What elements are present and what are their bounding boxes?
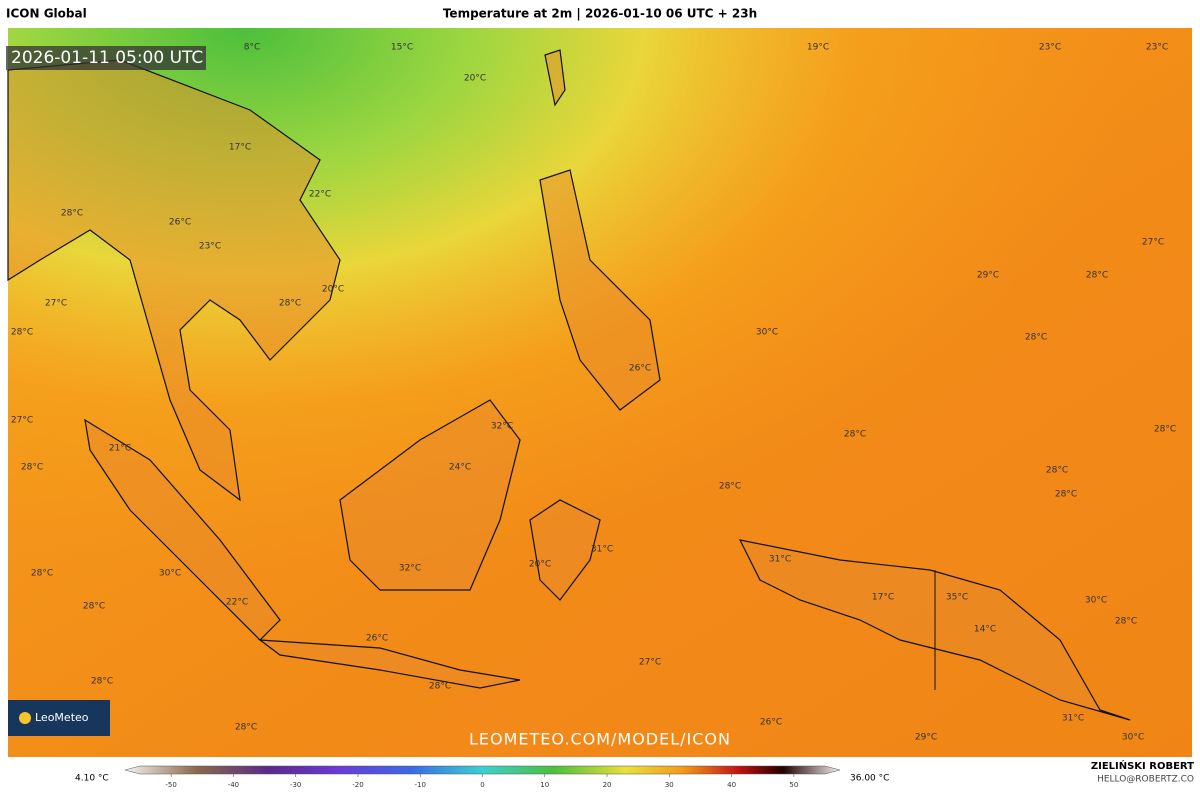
logo-text: LeoMeteo	[35, 711, 89, 724]
valid-time: 2026-01-11 05:00 UTC	[11, 48, 203, 68]
temperature-label: 30°C	[159, 569, 181, 579]
temperature-label: 24°C	[449, 463, 471, 473]
temperature-label: 22°C	[309, 190, 331, 200]
colorbar-tick-label: -30	[290, 781, 301, 789]
temperature-label: 17°C	[229, 143, 251, 153]
colorbar-tick-label: 40	[727, 781, 736, 789]
temperature-label: 26°C	[169, 218, 191, 228]
temperature-label: 26°C	[366, 634, 388, 644]
time-box	[6, 46, 206, 70]
author-name: ZIELIŃSKI ROBERT	[1091, 759, 1194, 772]
temperature-label: 28°C	[429, 682, 451, 692]
temperature-label: 30°C	[1122, 733, 1144, 743]
colorbar-max: 36.00 °C	[850, 774, 889, 784]
temperature-label: 28°C	[844, 430, 866, 440]
temperature-label: 28°C	[61, 209, 83, 219]
colorbar-tick-label: 20	[603, 781, 612, 789]
temperature-label: 22°C	[226, 598, 248, 608]
temperature-label: 21°C	[109, 444, 131, 454]
temperature-label: 28°C	[1025, 333, 1047, 343]
logo-icon	[19, 712, 31, 724]
temperature-label: 29°C	[977, 271, 999, 281]
temperature-label: 30°C	[756, 328, 778, 338]
temperature-label: 23°C	[1039, 43, 1061, 53]
temperature-label: 27°C	[639, 658, 661, 668]
temperature-label: 26°C	[760, 718, 782, 728]
temperature-label: 28°C	[235, 723, 257, 733]
header-bar	[0, 0, 1200, 28]
colorbar-min: 4.10 °C	[75, 774, 109, 784]
temperature-label: 17°C	[872, 593, 894, 603]
temperature-label: 28°C	[21, 463, 43, 473]
map-area: 8°C 15°C 20°C 19°C 23°C 23°C 17°C 22°C 28°C 26°C 2…	[7, 28, 1192, 757]
temperature-label: 8°C	[244, 43, 261, 53]
colorbar	[124, 765, 841, 775]
land-outlines	[7, 49, 1131, 721]
temperature-label: 20°C	[464, 74, 486, 84]
temperature-label: 14°C	[974, 625, 996, 635]
temperature-label: 28°C	[1055, 490, 1077, 500]
watermark: LEOMETEO.COM/MODEL/ICON	[469, 730, 731, 749]
colorbar-tick-label: 50	[789, 781, 798, 789]
temperature-label: 20°C	[529, 560, 551, 570]
colorbar-tick-label: -40	[228, 781, 239, 789]
temperature-label: 27°C	[11, 416, 33, 426]
temperature-label: 28°C	[1154, 425, 1176, 435]
temperature-label: 35°C	[946, 593, 968, 603]
temperature-label: 28°C	[719, 482, 741, 492]
map-title: Temperature at 2m | 2026-01-10 06 UTC + …	[443, 7, 757, 21]
model-name: ICON Global	[6, 7, 87, 21]
temperature-label: 28°C	[31, 569, 53, 579]
author-email: HELLO@ROBERTZ.CO	[1097, 775, 1194, 785]
colorbar-tick-label: 0	[480, 781, 484, 789]
temperature-label: 28°C	[91, 677, 113, 687]
colorbar-tick-label: -20	[352, 781, 363, 789]
temperature-label: 26°C	[629, 364, 651, 374]
temperature-label: 31°C	[1062, 714, 1084, 724]
temperature-label: 32°C	[399, 564, 421, 574]
colorbar-tick-label: -50	[165, 781, 176, 789]
temperature-label: 23°C	[1146, 43, 1168, 53]
temperature-label: 27°C	[1142, 238, 1164, 248]
temperature-label: 28°C	[1115, 617, 1137, 627]
temperature-label: 31°C	[591, 545, 613, 555]
temperature-label: 15°C	[391, 43, 413, 53]
temperature-label: 20°C	[322, 285, 344, 295]
temperature-label: 28°C	[1046, 466, 1068, 476]
temperature-label: 28°C	[11, 328, 33, 338]
temperature-label: 32°C	[491, 422, 513, 432]
temperature-label: 31°C	[769, 555, 791, 565]
temperature-label: 29°C	[915, 733, 937, 743]
temperature-label: 28°C	[1086, 271, 1108, 281]
temperature-label: 28°C	[279, 299, 301, 309]
colorbar-tick-label: 10	[540, 781, 549, 789]
temperature-label: 30°C	[1085, 596, 1107, 606]
colorbar-tick-label: 30	[665, 781, 674, 789]
temperature-label: 28°C	[83, 602, 105, 612]
temperature-label: 19°C	[807, 43, 829, 53]
colorbar-tick-label: -10	[415, 781, 426, 789]
temperature-label: 27°C	[45, 299, 67, 309]
temperature-label: 23°C	[199, 242, 221, 252]
